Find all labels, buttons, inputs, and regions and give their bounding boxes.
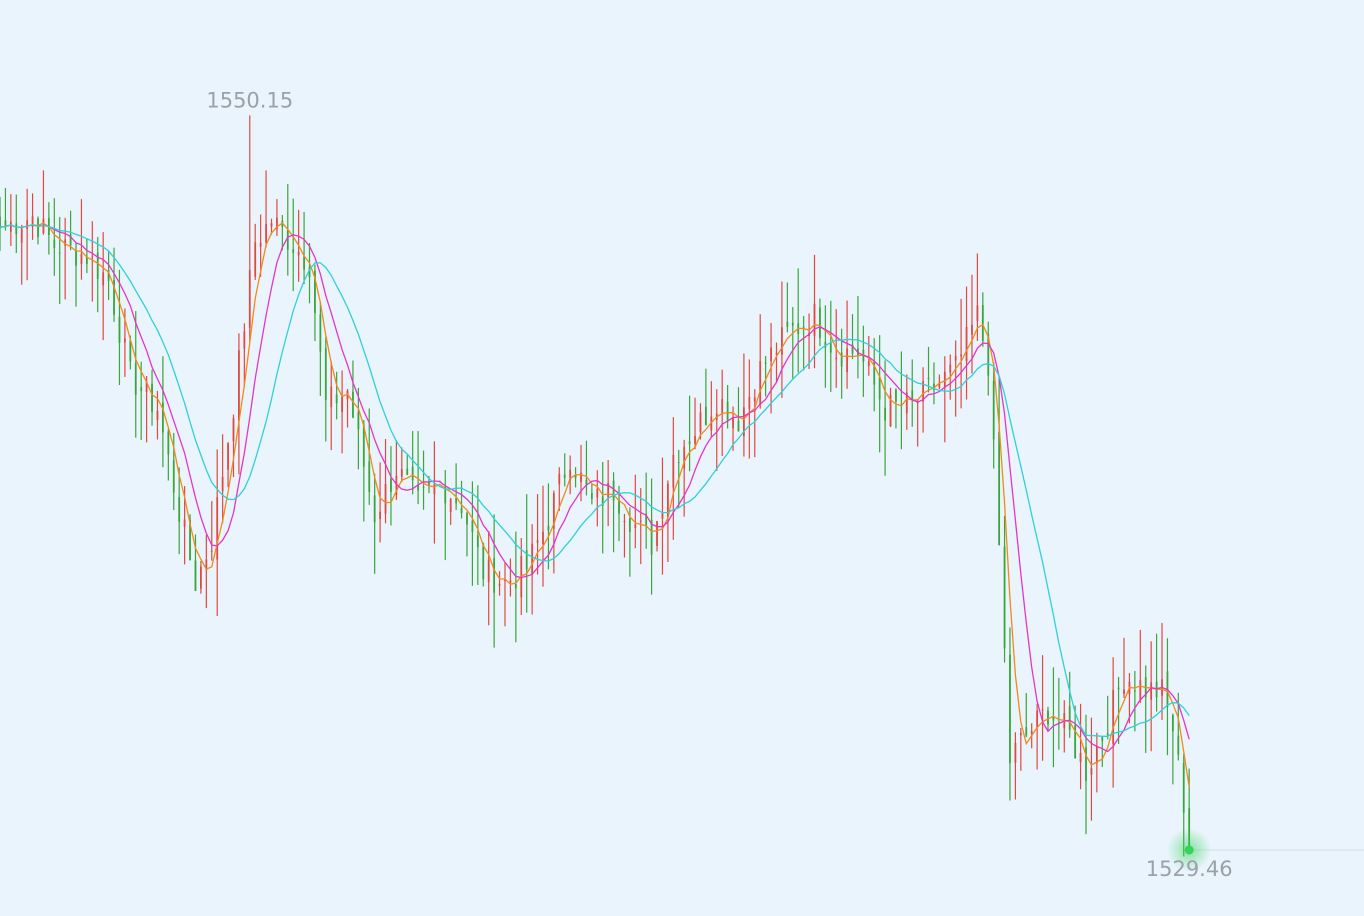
candles-layer bbox=[0, 115, 1191, 857]
high-price-label: 1550.15 bbox=[206, 88, 293, 112]
last-price-dot bbox=[1184, 845, 1194, 855]
moving-average-layer bbox=[0, 222, 1190, 788]
ma-slow-line bbox=[0, 224, 1190, 737]
ma-fast-line bbox=[0, 222, 1190, 788]
ma-mid-line bbox=[0, 224, 1190, 753]
last-price-label: 1529.46 bbox=[1146, 857, 1233, 881]
